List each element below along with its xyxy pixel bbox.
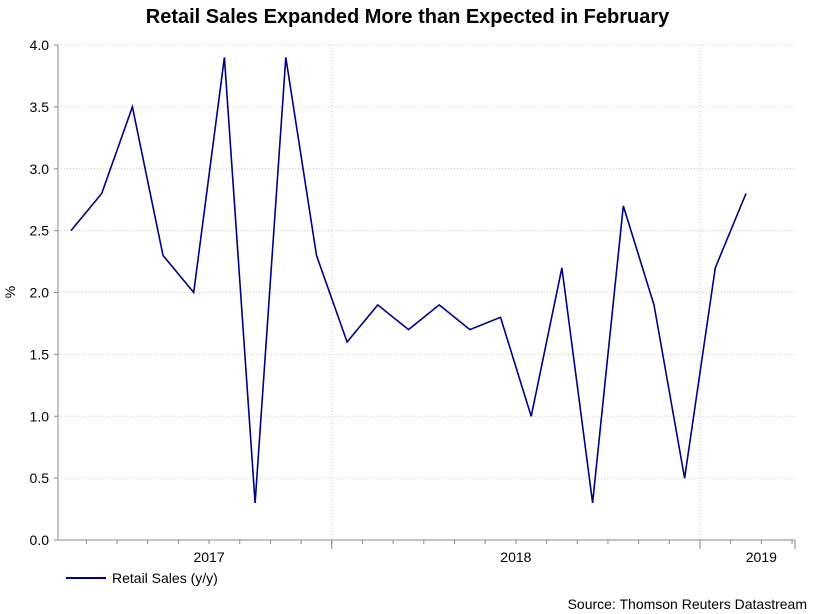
y-tick-label: 1.5 — [30, 346, 50, 362]
x-tick-label: 2017 — [193, 549, 224, 565]
y-tick-label: 2.5 — [30, 223, 50, 239]
y-tick-label: 0.0 — [30, 532, 50, 548]
y-tick-label: 2.0 — [30, 285, 50, 301]
source-note: Source: Thomson Reuters Datastream — [567, 596, 807, 612]
y-tick-label: 4.0 — [30, 37, 50, 53]
y-tick-label: 3.0 — [30, 161, 50, 177]
y-tick-label: 0.5 — [30, 470, 50, 486]
chart-title: Retail Sales Expanded More than Expected… — [145, 6, 670, 28]
y-axis-label: % — [2, 286, 18, 298]
legend: Retail Sales (y/y) — [66, 570, 218, 586]
x-tick-label: 2019 — [746, 549, 777, 565]
legend-line-swatch — [66, 577, 106, 579]
legend-label: Retail Sales (y/y) — [112, 570, 218, 586]
y-tick-label: 3.5 — [30, 99, 50, 115]
series-line — [70, 57, 747, 504]
x-tick-label: 2018 — [500, 549, 531, 565]
y-tick-label: 1.0 — [30, 408, 50, 424]
